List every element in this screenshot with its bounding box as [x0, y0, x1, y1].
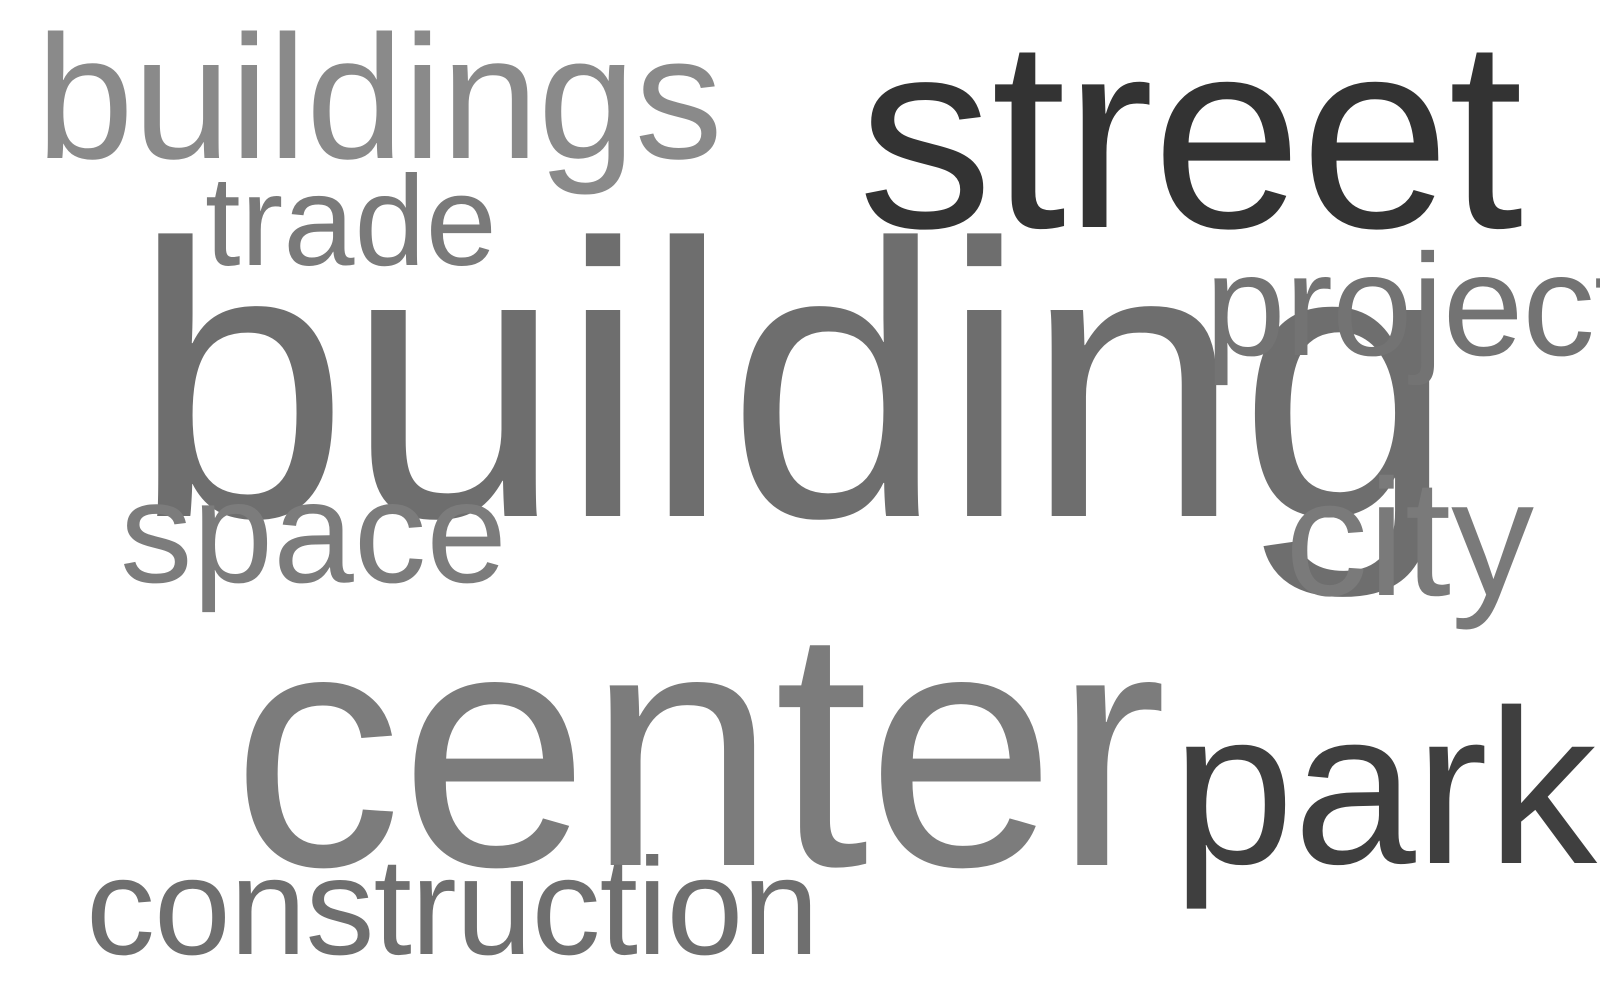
word-trade: trade: [205, 150, 497, 293]
word-space: space: [120, 451, 507, 613]
word-project: project: [1205, 224, 1600, 386]
word-building: building: [132, 163, 1455, 599]
word-city: city: [1285, 446, 1534, 631]
word-buildings: buildings: [36, 0, 723, 196]
word-construction: construction: [86, 830, 819, 984]
word-street: street: [858, 0, 1523, 285]
word-center: center: [232, 558, 1167, 938]
word-park: park: [1172, 664, 1597, 910]
